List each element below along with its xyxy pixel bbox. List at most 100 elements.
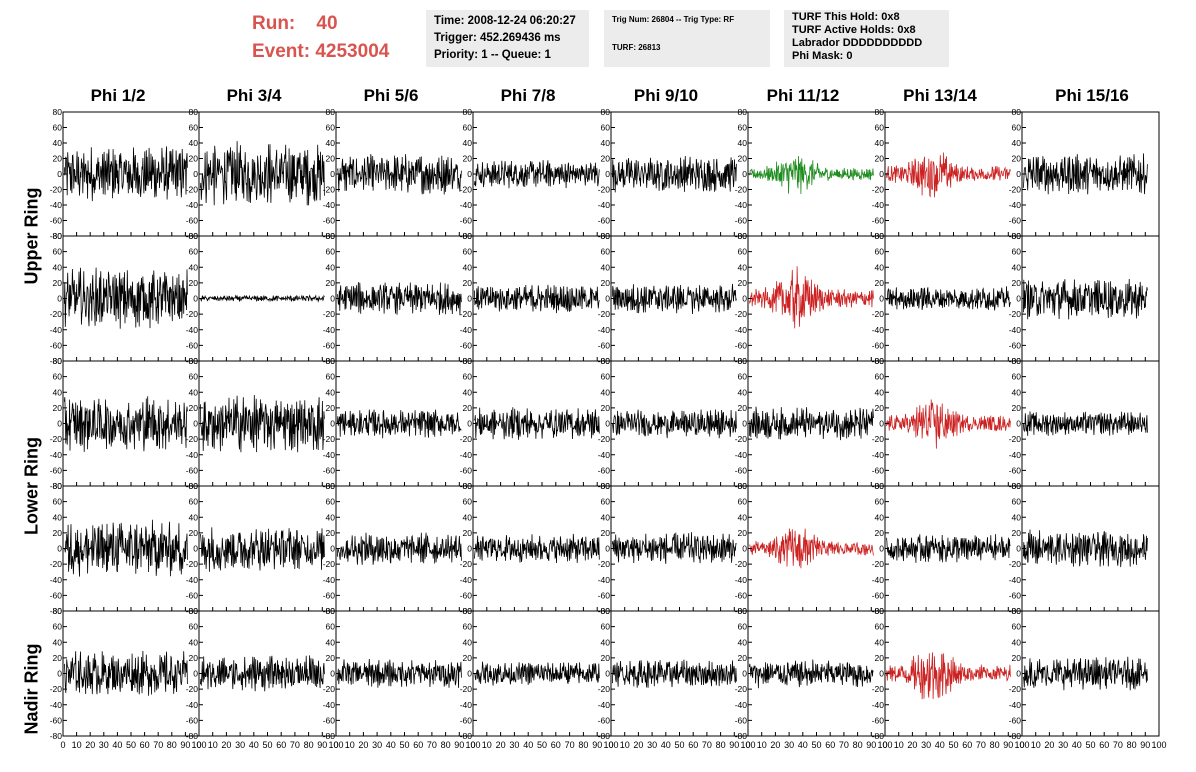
waveform-trace-r1c3 (474, 284, 600, 314)
y-tick-label-r1c4: -60 (598, 340, 611, 350)
y-tick-label-r3c5: 20 (738, 528, 748, 538)
waveform-trace-r2c6 (886, 399, 1011, 449)
y-tick-label-r0c0: -80 (50, 231, 63, 241)
y-tick-label-r0c2: 40 (326, 138, 336, 148)
y-tick-label-r2c0: 0 (57, 419, 62, 429)
x-tick-label-c6: 90 (1003, 740, 1013, 750)
y-tick-label-r2c2: 80 (326, 356, 336, 366)
y-tick-label-r4c4: 40 (601, 637, 611, 647)
x-tick-label-c2: 20 (358, 740, 368, 750)
y-tick-label-r3c6: 60 (875, 497, 885, 507)
y-tick-label-r2c2: 20 (326, 403, 336, 413)
waveform-trace-r1c5 (749, 266, 874, 329)
x-tick-label-c6: 10 (894, 740, 904, 750)
y-tick-label-r0c0: -20 (50, 185, 63, 195)
x-tick-label-c1: 100 (328, 740, 343, 750)
y-tick-label-r4c7: 80 (1012, 606, 1022, 616)
y-tick-label-r0c5: 80 (738, 107, 748, 117)
y-tick-label-r1c7: 20 (1012, 278, 1022, 288)
waveform-trace-r3c0 (64, 519, 188, 577)
x-tick-label-c5: 90 (866, 740, 876, 750)
y-tick-label-r0c6: -60 (872, 216, 885, 226)
y-tick-label-r0c4: 20 (601, 154, 611, 164)
y-tick-label-r4c5: 20 (738, 653, 748, 663)
y-tick-label-r1c0: -60 (50, 340, 63, 350)
waveform-trace-r3c4 (612, 532, 737, 564)
y-tick-label-r4c1: -80 (186, 731, 199, 741)
y-tick-label-r0c3: -20 (460, 185, 473, 195)
x-tick-label-c7: 50 (1085, 740, 1095, 750)
y-tick-label-r4c1: 40 (189, 637, 199, 647)
x-tick-label-c5: 80 (853, 740, 863, 750)
phi-header-15-16: Phi 15/16 (1055, 86, 1129, 105)
x-tick-label-c1: 10 (208, 740, 218, 750)
y-tick-label-r1c7: -20 (1009, 309, 1022, 319)
turf-line: TURF: 26813 (612, 43, 661, 52)
x-tick-label-c2: 40 (386, 740, 396, 750)
waveform-trace-r3c7 (1023, 529, 1148, 568)
y-tick-label-r2c4: 80 (601, 356, 611, 366)
y-tick-label-r2c3: -60 (460, 465, 473, 475)
x-tick-label-c7: 70 (1113, 740, 1123, 750)
y-tick-label-r1c6: 40 (875, 262, 885, 272)
turf-hold-box: TURF This Hold: 0x8 TURF Active Holds: 0… (784, 10, 949, 67)
y-tick-label-r1c6: 0 (879, 294, 884, 304)
x-tick-label-c1: 60 (276, 740, 286, 750)
y-tick-label-r0c7: 0 (1016, 169, 1021, 179)
y-tick-label-r1c5: 40 (738, 262, 748, 272)
y-tick-label-r0c7: -40 (1009, 200, 1022, 210)
y-tick-label-r0c2: -60 (323, 216, 336, 226)
y-tick-label-r3c5: -40 (735, 575, 748, 585)
y-tick-label-r2c3: -40 (460, 450, 473, 460)
phi-header-5-6: Phi 5/6 (363, 86, 419, 105)
y-tick-label-r2c0: 80 (53, 356, 63, 366)
y-tick-label-r4c5: -80 (735, 731, 748, 741)
y-tick-label-r1c1: 40 (189, 262, 199, 272)
y-tick-label-r2c3: 60 (463, 372, 473, 382)
waveform-trace-r2c4 (612, 409, 737, 439)
phi-header-9-10: Phi 9/10 (633, 86, 699, 105)
y-tick-label-r4c3: 40 (463, 637, 473, 647)
y-tick-label-r1c6: 80 (875, 231, 885, 241)
waveform-trace-r0c1 (200, 141, 325, 206)
y-tick-label-r3c5: 60 (738, 497, 748, 507)
y-tick-label-r1c3: 20 (463, 278, 473, 288)
waveform-trace-r0c3 (474, 160, 600, 189)
x-tick-label-c4: 70 (702, 740, 712, 750)
x-tick-label-c0: 60 (140, 740, 150, 750)
x-tick-label-c0: 70 (153, 740, 163, 750)
y-tick-label-r1c6: -20 (872, 309, 885, 319)
x-tick-label-c3: 90 (592, 740, 602, 750)
x-tick-label-c7: 40 (1072, 740, 1082, 750)
y-tick-label-r0c7: -60 (1009, 216, 1022, 226)
y-tick-label-r0c5: 0 (742, 169, 747, 179)
y-tick-label-r4c3: -60 (460, 715, 473, 725)
y-tick-label-r2c0: -20 (50, 434, 63, 444)
y-tick-label-r4c6: -40 (872, 700, 885, 710)
waveform-trace-r3c6 (886, 534, 1011, 563)
y-tick-label-r3c0: 0 (57, 544, 62, 554)
x-tick-label-c5: 0 (745, 740, 750, 750)
event-label: Event: (252, 41, 311, 62)
y-tick-label-r4c5: -40 (735, 700, 748, 710)
y-tick-label-r2c3: -20 (460, 434, 473, 444)
x-tick-label-c7: 30 (1058, 740, 1068, 750)
waveform-trace-r2c5 (749, 406, 874, 441)
waveform-trace-r2c2 (337, 409, 462, 439)
priority-line: Priority: 1 -- Queue: 1 (434, 49, 551, 61)
y-tick-label-r2c1: -60 (186, 465, 199, 475)
y-tick-label-r0c1: -20 (186, 185, 199, 195)
y-tick-label-r3c1: -60 (186, 590, 199, 600)
y-tick-label-r2c1: 60 (189, 372, 199, 382)
y-tick-label-r4c3: 20 (463, 653, 473, 663)
x-tick-label-c0: 30 (99, 740, 109, 750)
x-tick-label-c2: 60 (413, 740, 423, 750)
y-tick-label-r1c0: 40 (53, 262, 63, 272)
phi-header-3-4: Phi 3/4 (226, 86, 282, 105)
y-tick-label-r4c7: -60 (1009, 715, 1022, 725)
y-tick-label-r2c6: 0 (879, 419, 884, 429)
y-tick-label-r0c2: -40 (323, 200, 336, 210)
waveform-trace-r0c7 (1023, 153, 1148, 195)
waveform-trace-r4c1 (200, 655, 325, 692)
